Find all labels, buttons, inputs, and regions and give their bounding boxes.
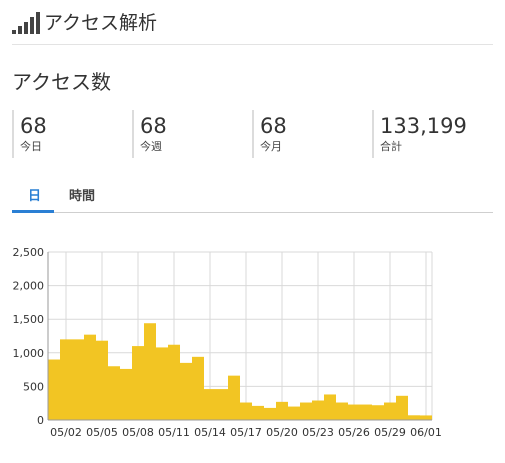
bar	[204, 389, 216, 420]
period-tabs: 日 時間	[12, 180, 493, 213]
bar	[264, 407, 276, 420]
stat-total: 133,199 合計	[372, 110, 482, 158]
bar	[48, 359, 60, 420]
section-title: アクセス数	[12, 70, 111, 94]
bar	[132, 346, 144, 420]
bar	[252, 405, 264, 420]
bar	[216, 389, 228, 420]
bar	[324, 394, 336, 420]
stat-today: 68 今日	[12, 110, 122, 158]
y-tick-label: 2,500	[13, 246, 45, 259]
bar	[300, 402, 312, 420]
bar	[240, 402, 252, 420]
x-tick-label: 06/01	[410, 426, 442, 439]
stat-value: 133,199	[380, 114, 467, 138]
bar	[360, 404, 372, 420]
bar	[336, 402, 348, 420]
y-tick-label: 500	[23, 380, 44, 393]
stat-label: 合計	[380, 140, 402, 153]
bar	[60, 339, 72, 420]
stat-value: 68	[20, 114, 47, 138]
bar	[396, 395, 408, 420]
bar	[120, 368, 132, 420]
stat-this-week: 68 今週	[132, 110, 242, 158]
y-tick-label: 0	[37, 414, 44, 427]
x-tick-label: 05/17	[230, 426, 262, 439]
bar	[288, 406, 300, 420]
x-tick-label: 05/20	[266, 426, 298, 439]
access-bar-chart: 0 500 1,000 1,500 2,000 2,500 05/02 05/05 05/08 0…	[13, 246, 442, 439]
x-tick-label: 05/02	[50, 426, 82, 439]
stat-label: 今月	[260, 140, 282, 153]
bar	[372, 405, 384, 420]
bar	[180, 362, 192, 420]
stat-value: 68	[260, 114, 287, 138]
y-tick-label: 1,500	[13, 313, 45, 326]
x-tick-label: 05/08	[122, 426, 154, 439]
stat-label: 今日	[20, 140, 42, 153]
x-tick-label: 05/05	[86, 426, 118, 439]
bar	[96, 340, 108, 420]
bar	[108, 366, 120, 420]
bar	[228, 375, 240, 420]
stats-row: 68 今日 68 今週 68 今月 133,199 合計	[12, 110, 492, 160]
bar	[348, 404, 360, 420]
y-tick-label: 2,000	[13, 280, 45, 293]
bar	[312, 400, 324, 420]
bar	[384, 402, 396, 420]
bar	[84, 334, 96, 420]
active-tab-indicator	[12, 210, 54, 213]
stat-value: 68	[140, 114, 167, 138]
bar	[168, 344, 180, 420]
y-tick-label: 1,000	[13, 347, 45, 360]
tab-hour[interactable]: 時間	[69, 189, 96, 204]
tab-day[interactable]: 日	[28, 189, 42, 204]
bar	[192, 356, 204, 420]
bar	[420, 415, 432, 420]
page-header: アクセス解析	[12, 10, 493, 45]
bar	[72, 339, 84, 420]
x-tick-label: 05/29	[374, 426, 406, 439]
signal-bars-icon	[12, 12, 40, 34]
x-tick-label: 05/26	[338, 426, 370, 439]
bar	[276, 401, 288, 420]
stat-label: 今週	[140, 140, 162, 153]
page-title: アクセス解析	[44, 12, 158, 34]
bar	[156, 347, 168, 420]
x-tick-label: 05/14	[194, 426, 226, 439]
x-tick-label: 05/11	[158, 426, 190, 439]
bar	[144, 323, 156, 420]
x-tick-label: 05/23	[302, 426, 334, 439]
stat-this-month: 68 今月	[252, 110, 362, 158]
bar	[408, 415, 420, 420]
